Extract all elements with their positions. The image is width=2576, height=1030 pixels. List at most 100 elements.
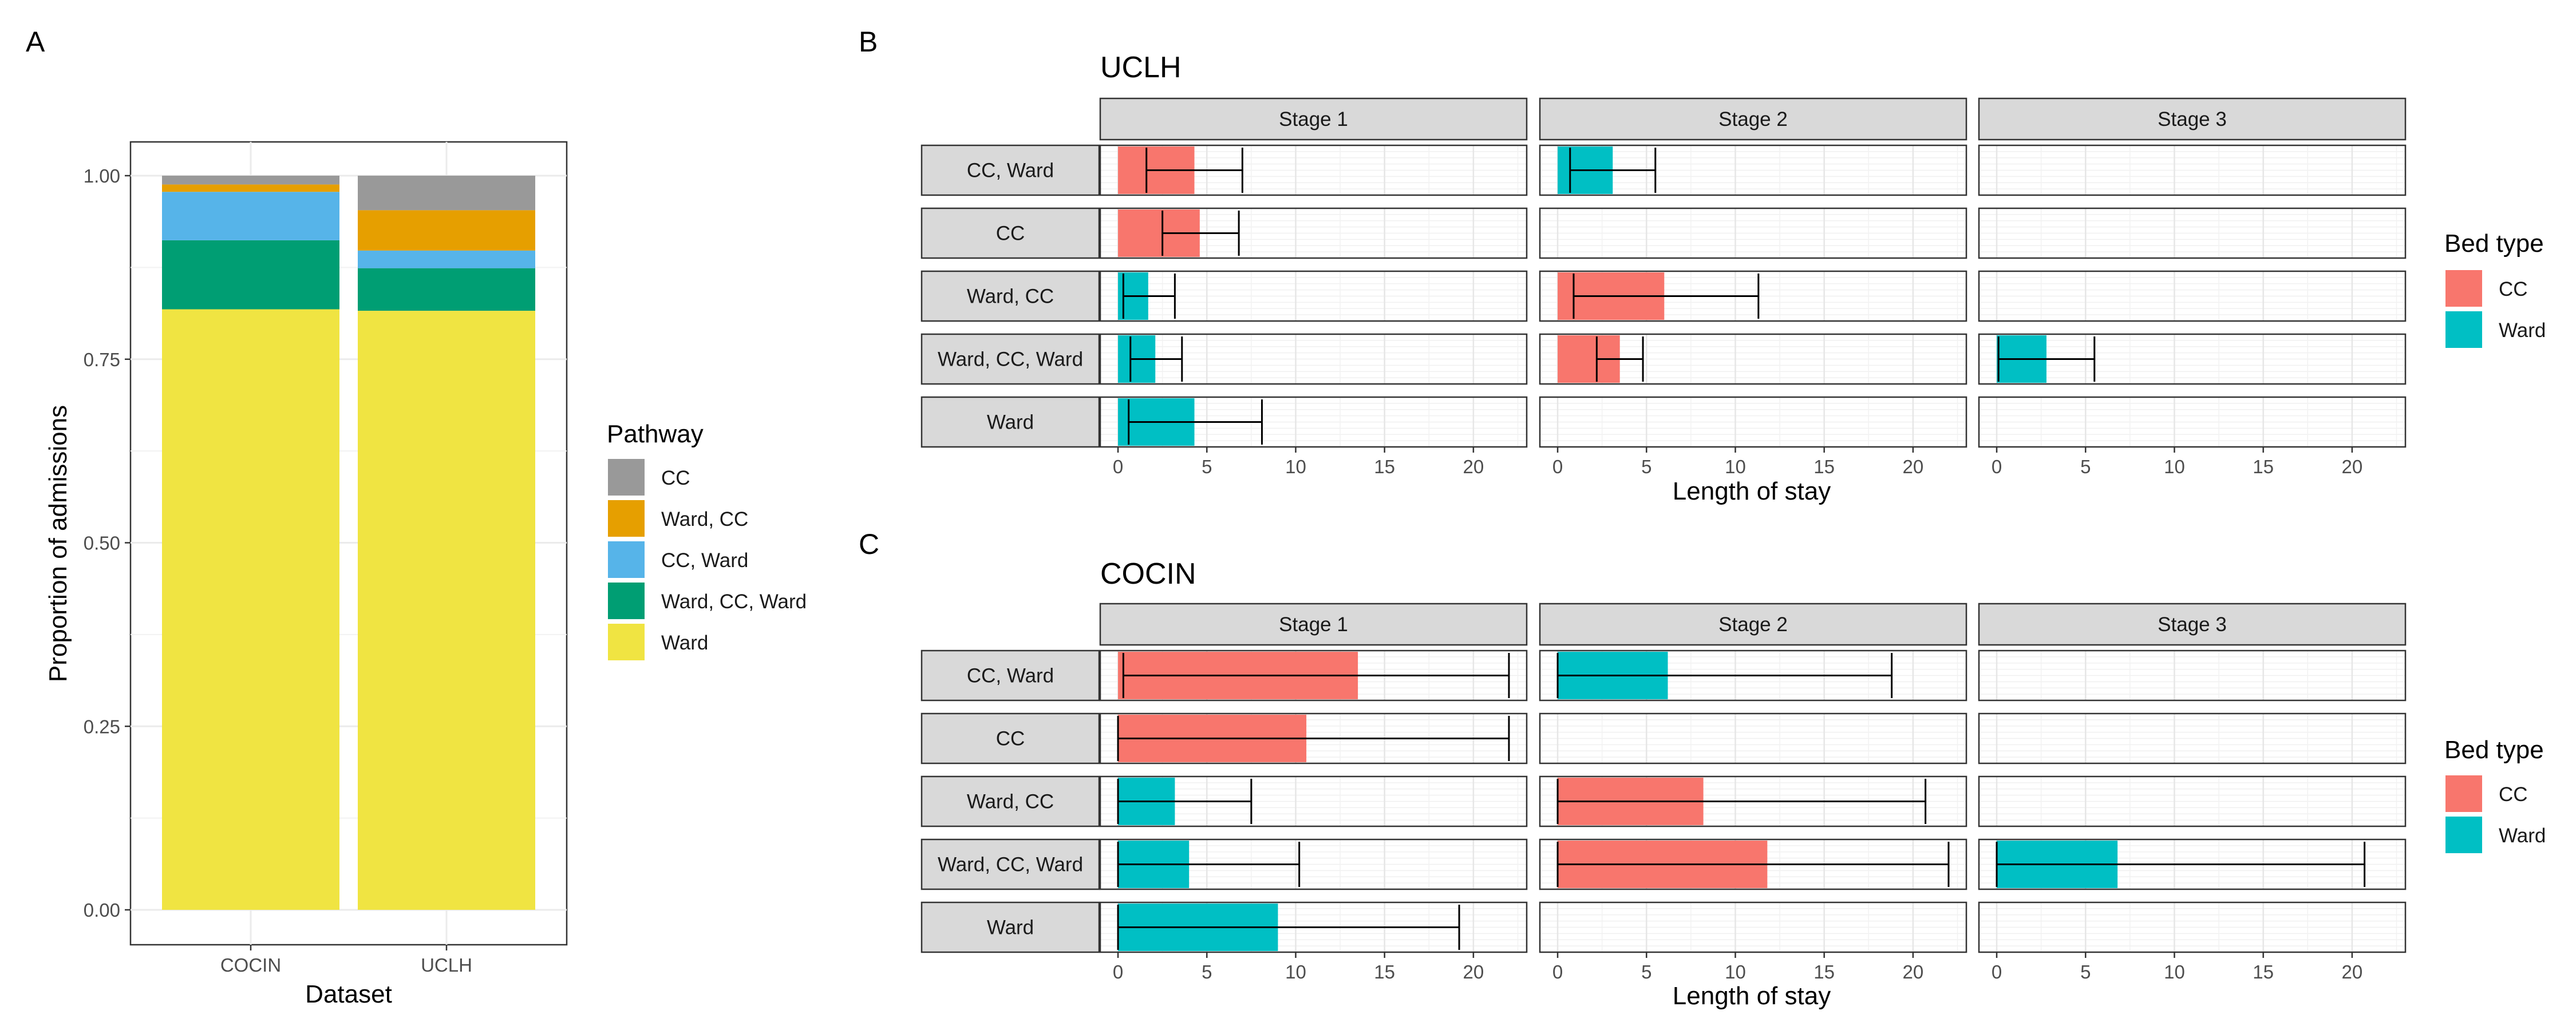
x-tick-label: 20 <box>1903 961 1924 983</box>
x-tick-label: 5 <box>1202 961 1212 983</box>
x-tick-label: 0 <box>1992 456 2002 477</box>
facet-panel-border <box>1099 333 1528 385</box>
bed-type-legend-c-title: Bed type <box>2444 736 2544 764</box>
facet-panel-border <box>1099 396 1528 448</box>
legend-key-cc <box>2445 775 2482 812</box>
plot-b-title: UCLH <box>1100 51 1182 84</box>
facet-panel-border <box>1099 838 1528 890</box>
plot-b-x-axis-title: Length of stay <box>1673 477 1831 505</box>
stacked-bar-chart-a: 0.00 0.25 0.50 0.75 1.00 COCIN UCLH Dataset P… <box>44 141 807 1008</box>
pathway-strip-ward <box>920 396 1100 448</box>
facet-panel-border <box>1539 775 1967 827</box>
stage-strip-label: Stage 1 <box>1279 613 1348 636</box>
legend-key-ward <box>2445 817 2482 853</box>
facet-panel-border <box>1978 649 2407 702</box>
legend-label: CC <box>2499 783 2528 806</box>
plot-a-x-axis-title: Dataset <box>305 980 392 1008</box>
plot-a-bars <box>162 176 535 910</box>
pathway-strip-label: CC, Ward <box>967 160 1054 182</box>
x-tick-label: 15 <box>2253 456 2274 477</box>
pathway-strip-label: CC, Ward <box>967 665 1054 687</box>
stage-strip-stage-3 <box>1978 603 2407 646</box>
bar-uclh-ward <box>358 311 535 910</box>
pathway-strip-label: Ward, CC, Ward <box>938 854 1083 876</box>
legend-key-ward <box>608 624 645 660</box>
x-tick-label: COCIN <box>220 954 281 976</box>
stage-strip-stage-2 <box>1539 97 1967 141</box>
x-tick-label: 15 <box>1814 961 1835 983</box>
pathway-legend: Pathway CC Ward, CC CC, Ward Ward, CC, Ward… <box>607 420 807 660</box>
x-tick-label: 20 <box>2342 961 2363 983</box>
facet-panel-border <box>1539 270 1967 322</box>
bar-cocin-ward-cc-ward <box>162 240 339 310</box>
x-tick-label: 5 <box>1641 456 1652 477</box>
x-tick-label: 20 <box>1463 456 1484 477</box>
pathway-strip-label: Ward, CC <box>967 286 1054 308</box>
panel-a-letter: A <box>26 26 45 58</box>
x-tick-label: 15 <box>1374 456 1395 477</box>
legend-label: Ward <box>661 632 708 654</box>
plot-a-y-ticks: 0.00 0.25 0.50 0.75 1.00 <box>84 165 131 921</box>
bar-cocin-ward-cc <box>162 184 339 192</box>
legend-key-cc <box>608 459 645 496</box>
legend-label: Ward, CC, Ward <box>661 591 807 613</box>
x-tick-label: 5 <box>2080 456 2091 477</box>
panel-c-letter: C <box>859 528 879 560</box>
facet-panel-border <box>1978 396 2407 448</box>
stage-strip-label: Stage 1 <box>1279 108 1348 130</box>
legend-key-ward-cc-ward <box>608 583 645 619</box>
plot-c-title: COCIN <box>1100 557 1196 591</box>
bar-cocin-ward <box>162 309 339 910</box>
x-tick-label: 15 <box>1814 456 1835 477</box>
bar-uclh-ward-cc-ward <box>358 268 535 311</box>
x-tick-label: 0 <box>1992 961 2002 983</box>
facet-panel-border <box>1978 838 2407 890</box>
x-tick-label: 10 <box>1285 961 1306 983</box>
facet-panel-border <box>1099 207 1528 259</box>
stage-strip-label: Stage 2 <box>1718 108 1788 130</box>
pathway-strip-cc <box>920 712 1100 764</box>
pathway-strip-ward-cc-ward <box>920 838 1100 890</box>
pathway-strip-label: CC <box>996 728 1025 750</box>
legend-label: Ward <box>2499 319 2546 342</box>
y-tick-label: 1.00 <box>84 165 120 187</box>
plot-b-facets: Stage 1 Stage 2 Stage 3 CC, Ward CC Ward, CC W… <box>920 97 2407 477</box>
legend-key-ward-cc <box>608 500 645 537</box>
pathway-strip-label: Ward <box>987 411 1034 434</box>
facet-panel-border <box>1539 649 1967 702</box>
bed-type-legend-b: Bed type CC Ward <box>2444 229 2546 348</box>
pathway-strip-ward-cc-ward <box>920 333 1100 385</box>
x-tick-label: 5 <box>1641 961 1652 983</box>
stage-strip-label: Stage 3 <box>2158 108 2227 130</box>
x-tick-label: 15 <box>1374 961 1395 983</box>
y-tick-label: 0.50 <box>84 533 120 554</box>
facet-panel-border <box>1099 270 1528 322</box>
x-tick-label: 0 <box>1552 961 1563 983</box>
pathway-strip-label: Ward <box>987 917 1034 939</box>
legend-key-cc <box>2445 270 2482 307</box>
facet-chart-uclh: UCLH Stage 1 Stage 2 Stage 3 CC, Ward CC Ward… <box>920 51 2546 505</box>
x-tick-label: 0 <box>1113 961 1123 983</box>
x-tick-label: 10 <box>1725 961 1746 983</box>
x-tick-label: 20 <box>2342 456 2363 477</box>
facet-panel-border <box>1539 333 1967 385</box>
x-tick-label: 10 <box>2164 961 2185 983</box>
facet-panel-border <box>1978 207 2407 259</box>
y-tick-label: 0.25 <box>84 716 120 737</box>
pathway-legend-title: Pathway <box>607 420 704 448</box>
x-tick-label: UCLH <box>421 954 472 976</box>
plot-c-facets: Stage 1 Stage 2 Stage 3 CC, Ward CC Ward, CC W… <box>920 603 2407 983</box>
facet-panel-border <box>1978 270 2407 322</box>
pathway-strip-ward-cc <box>920 270 1100 322</box>
facet-panel-border <box>1539 838 1967 890</box>
x-tick-label: 20 <box>1903 456 1924 477</box>
bar-uclh-ward-cc <box>358 210 535 251</box>
plot-a-y-axis-title: Proportion of admissions <box>44 405 72 682</box>
facet-panel-border <box>1978 901 2407 953</box>
facet-panel-border <box>1978 712 2407 764</box>
x-tick-label: 0 <box>1552 456 1563 477</box>
facet-panel-border <box>1099 144 1528 196</box>
bed-type-legend-b-title: Bed type <box>2444 229 2544 258</box>
pathway-strip-label: CC <box>996 223 1025 245</box>
